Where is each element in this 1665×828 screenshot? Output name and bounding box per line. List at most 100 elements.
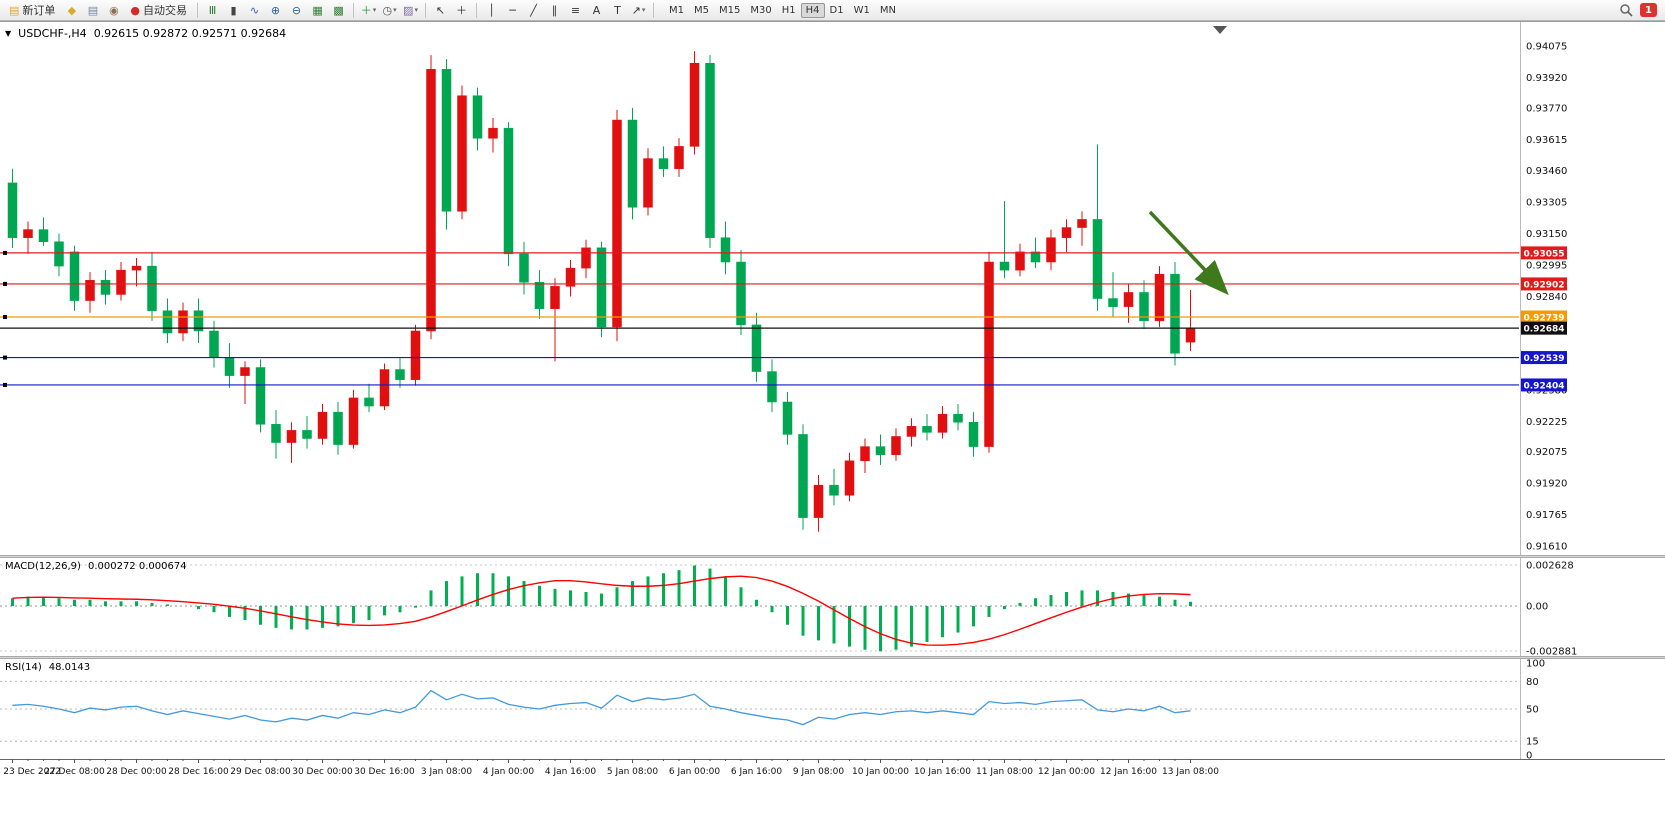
new-order-button[interactable]: ▤ 新订单 [3,0,61,20]
candle-up [286,422,297,463]
candlestick-chart-icon[interactable]: ▮ [223,2,244,19]
trendline-icon[interactable]: ╱ [523,2,544,19]
trendline-icon-glyph-icon: ╱ [530,3,537,17]
candle-down [1170,262,1180,366]
candle-down [519,241,529,295]
chart-header: ▼ USDCHF-,H4 0.92615 0.92872 0.92571 0.9… [5,27,286,40]
trend-arrow-annotation[interactable] [1148,210,1229,296]
price-scale-label: 0.91920 [1526,479,1567,490]
horizontal-line-icon[interactable]: ─ [502,2,523,19]
cascade-windows-icon[interactable]: ▩ [328,2,349,19]
candle-up [1185,290,1196,352]
crosshair-icon[interactable]: ＋ [451,2,472,19]
price-chart-panel[interactable]: 0.94075 0.93920 0.93770 0.93615 0.93460 0.933… [0,22,1665,555]
new-order-button-label: 新订单 [22,4,56,17]
sound-alert-icon[interactable]: ◉ [103,2,124,19]
timeframe-d1-button[interactable]: D1 [829,4,844,16]
time-axis-label: 4 Jan 16:00 [545,767,597,777]
timeframe-m1-button[interactable]: M1 [669,4,685,16]
support-line-1-price-label [1521,351,1567,365]
arrows-tool-icon-glyph-icon: ↗ [631,3,641,17]
text-icon[interactable]: A [586,2,607,19]
candle-up [1154,266,1165,327]
crosshair-icon-glyph-icon: ＋ [456,3,468,17]
time-axis-label: 12 Jan 16:00 [1100,767,1157,777]
dropdown-caret-icon: ▾ [641,6,646,14]
chart-ohlc-values: 0.92615 0.92872 0.92571 0.92684 [93,27,287,40]
timeframe-mn-button[interactable]: MN [879,4,896,16]
search-icon[interactable] [1619,3,1633,17]
candle-up [426,55,436,340]
candle-up [984,251,994,453]
channel-icon[interactable]: ∥ [544,2,565,19]
rsi-header: RSI(14) 48.0143 [5,662,90,673]
candle-down [255,359,266,433]
candle-down [968,412,979,457]
candle-down [999,201,1010,279]
periods-icon[interactable]: ◷ ▾ [379,2,400,19]
time-axis-label: 3 Jan 08:00 [421,767,473,777]
fibonacci-icon-glyph-icon: ≡ [570,3,581,17]
dropdown-caret-icon: ▾ [414,6,418,14]
candle-down [302,416,312,449]
time-axis-label: 4 Jan 00:00 [483,767,535,777]
price-scale-label: 0.93460 [1526,166,1567,177]
timeframe-h1-button[interactable]: H1 [781,4,796,16]
svg-text:0.92404: 0.92404 [1524,381,1565,391]
panel-divider[interactable] [0,555,1665,558]
templates-icon[interactable]: ▨ ▾ [400,2,421,19]
timeframe-w1-button[interactable]: W1 [853,4,870,16]
chart-window-icon[interactable]: ◆ [61,2,82,19]
candle-down [54,233,64,277]
auto-trading-glyph-icon: ● [130,3,141,17]
collapse-panel-icon[interactable]: ▼ [5,29,12,38]
timeframe-m15-button[interactable]: M15 [719,4,741,16]
zoom-in-icon[interactable]: ⊕ [265,2,286,19]
candle-up [565,259,576,297]
candle-down [503,122,514,267]
arrows-tool-icon[interactable]: ↗ ▾ [628,2,649,19]
toolbar-separator [197,2,199,18]
zoom-out-icon[interactable]: ⊖ [286,2,307,19]
text-label-icon[interactable]: T [607,2,628,19]
resistance-line-2-handle [3,281,7,286]
indicators-icon[interactable]: ＋ ▾ [358,2,379,19]
tile-windows-icon[interactable]: ▦ [307,2,328,19]
zoom-out-icon-glyph-icon: ⊖ [291,3,302,17]
candle-up [689,51,700,155]
candle-down [627,107,638,220]
new-order-glyph-icon: ▤ [9,3,20,17]
timeframe-m30-button[interactable]: M30 [750,4,772,16]
timeframe-h4-button[interactable]: H4 [800,2,825,18]
fibonacci-icon[interactable]: ≡ [565,2,586,19]
candle-down [162,298,173,344]
candle-down [922,414,932,441]
auto-trading-button[interactable]: ● 自动交易 [124,0,193,20]
periods-icon-glyph-icon: ◷ [382,3,393,17]
candle-down [767,359,777,413]
price-scale-label: 0.91765 [1526,510,1567,521]
candle-up [860,438,870,473]
line-chart-icon[interactable]: ∿ [244,2,265,19]
candle-up [116,262,126,301]
candle-down [534,270,545,319]
chart-window: 0.94075 0.93920 0.93770 0.93615 0.93460 0.933… [0,21,1665,780]
time-axis[interactable]: 23 Dec 2022 27 Dec 08:00 28 Dec 00:00 28 De… [0,759,1665,780]
candle-up [410,324,421,386]
candle-up [1061,219,1072,252]
rsi-indicator-panel[interactable]: 100 80 50 15 0 RSI(14) 48.0143 [0,659,1665,759]
macd-indicator-panel[interactable]: 0.002628 0.00 -0.002881 MACD(12,26,9) 0.00… [0,558,1665,656]
rsi-scale-label: 0 [1526,751,1532,760]
candle-down [1139,280,1149,329]
candle-down [751,312,762,382]
price-scale-label: 0.92995 [1526,261,1567,272]
cursor-icon[interactable]: ↖ [430,2,451,19]
notification-badge[interactable]: 1 [1640,3,1657,17]
timeframe-m5-button[interactable]: M5 [694,4,710,16]
toolbar-right: 1 [1619,3,1662,17]
chart-shift-marker[interactable] [1213,26,1227,34]
vertical-line-icon[interactable]: │ [481,2,502,19]
print-icon[interactable]: ▤ [82,2,103,19]
panel-divider[interactable] [0,656,1665,659]
ohlc-bars-chart-icon[interactable]: Ⅲ [202,2,223,19]
